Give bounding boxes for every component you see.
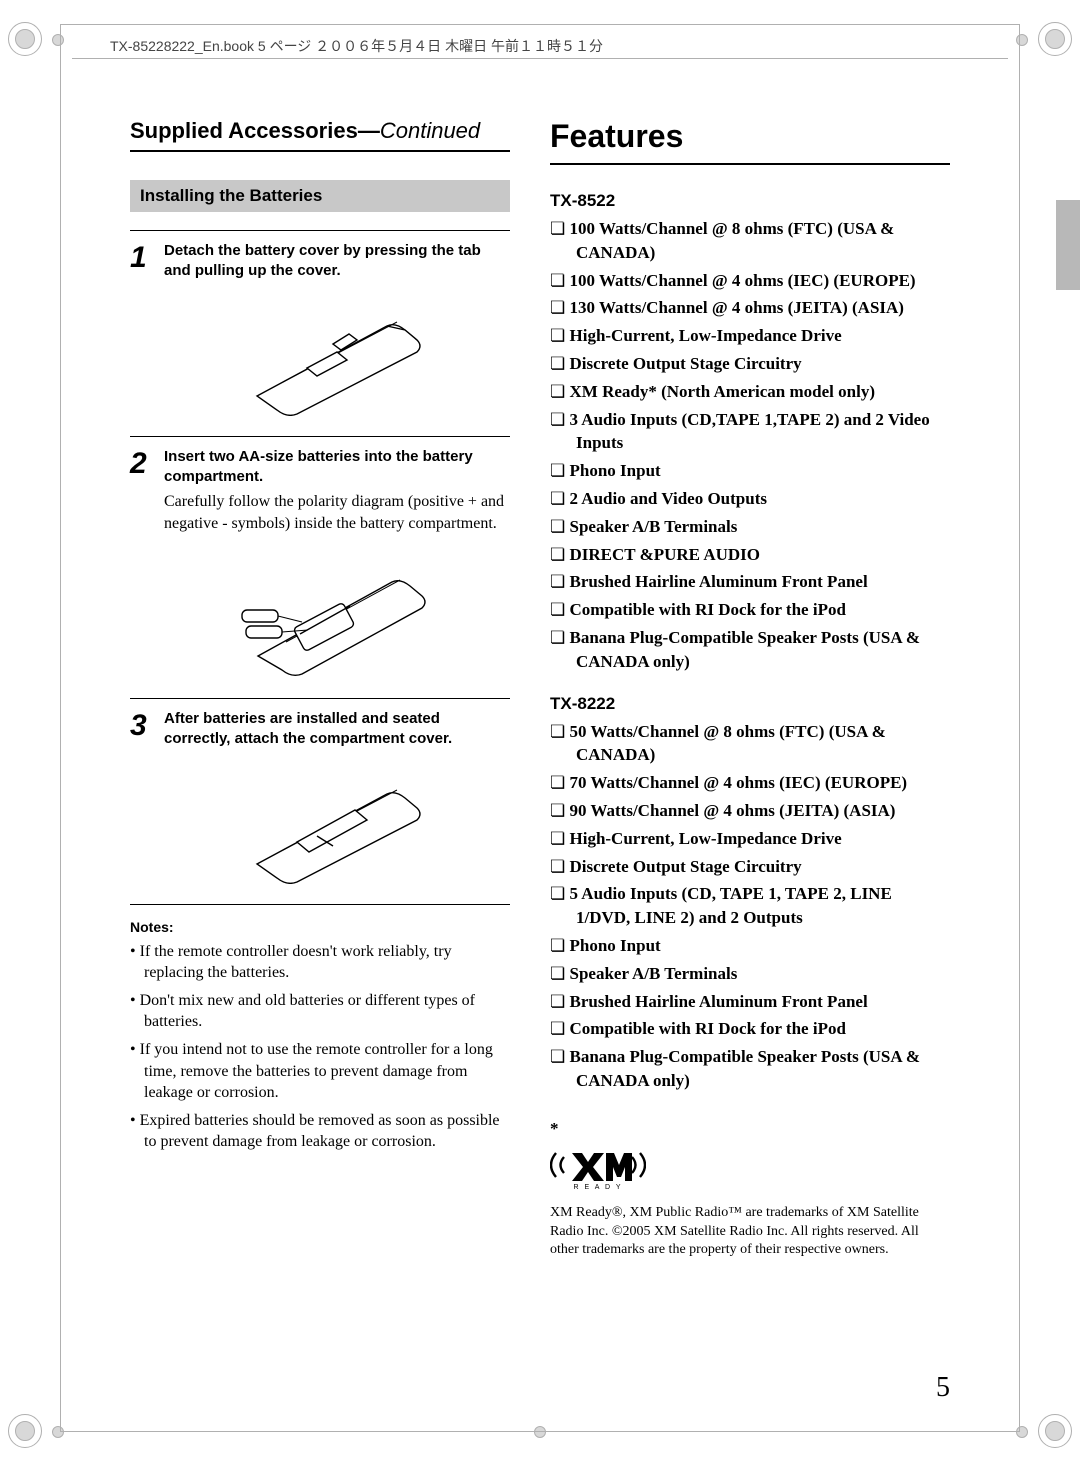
feature-item: Compatible with RI Dock for the iPod	[550, 598, 950, 622]
notes-heading: Notes:	[130, 919, 510, 935]
feature-item: 2 Audio and Video Outputs	[550, 487, 950, 511]
supplied-accessories-heading: Supplied Accessories—Continued	[130, 118, 510, 152]
feature-item: Discrete Output Stage Circuitry	[550, 855, 950, 879]
feature-item: Discrete Output Stage Circuitry	[550, 352, 950, 376]
feature-item: 5 Audio Inputs (CD, TAPE 1, TAPE 2, LINE…	[550, 882, 950, 930]
feature-item: Phono Input	[550, 934, 950, 958]
section-bar-installing: Installing the Batteries	[130, 180, 510, 212]
left-column: Supplied Accessories—Continued Installin…	[130, 118, 510, 1378]
step-title: Detach the battery cover by pressing the…	[164, 241, 510, 282]
page-number: 5	[936, 1372, 950, 1404]
note-item: Expired batteries should be removed as s…	[130, 1110, 510, 1153]
feature-item: Banana Plug-Compatible Speaker Posts (US…	[550, 1045, 950, 1093]
step-title: Insert two AA-size batteries into the ba…	[164, 447, 510, 488]
model-heading-a: TX-8522	[550, 191, 950, 211]
feature-item: 130 Watts/Channel @ 4 ohms (JEITA) (ASIA…	[550, 296, 950, 320]
footnote-asterisk: *	[550, 1119, 950, 1139]
step-row: 2 Insert two AA-size batteries into the …	[130, 436, 510, 699]
feature-item: Speaker A/B Terminals	[550, 515, 950, 539]
feature-item: Banana Plug-Compatible Speaker Posts (US…	[550, 626, 950, 674]
remote-closed-illustration	[237, 764, 437, 884]
step-title: After batteries are installed and seated…	[164, 709, 510, 750]
step-row: 3 After batteries are installed and seat…	[130, 698, 510, 904]
feature-item: 100 Watts/Channel @ 8 ohms (FTC) (USA & …	[550, 217, 950, 265]
feature-item: Brushed Hairline Aluminum Front Panel	[550, 570, 950, 594]
steps-table: 1 Detach the battery cover by pressing t…	[130, 230, 510, 905]
step-row: 1 Detach the battery cover by pressing t…	[130, 231, 510, 436]
feature-item: DIRECT &PURE AUDIO	[550, 543, 950, 567]
step-body: Detach the battery cover by pressing the…	[164, 241, 510, 420]
crop-mark-icon	[1038, 22, 1072, 56]
step-body: After batteries are installed and seated…	[164, 709, 510, 888]
feature-item: Compatible with RI Dock for the iPod	[550, 1017, 950, 1041]
remote-batteries-illustration	[232, 548, 442, 678]
note-item: If you intend not to use the remote cont…	[130, 1039, 510, 1104]
trademark-text: XM Ready®, XM Public Radio™ are trademar…	[550, 1204, 950, 1261]
feature-item: High-Current, Low-Impedance Drive	[550, 324, 950, 348]
right-column: Features TX-8522 100 Watts/Channel @ 8 o…	[550, 118, 950, 1378]
crop-mark-icon	[8, 1414, 42, 1448]
note-item: Don't mix new and old batteries or diffe…	[130, 990, 510, 1033]
step-text: Carefully follow the polarity diagram (p…	[164, 491, 510, 534]
feature-item: 50 Watts/Channel @ 8 ohms (FTC) (USA & C…	[550, 720, 950, 768]
note-item: If the remote controller doesn't work re…	[130, 941, 510, 984]
heading-continued: Continued	[380, 118, 480, 143]
feature-item: 70 Watts/Channel @ 4 ohms (IEC) (EUROPE)	[550, 771, 950, 795]
feature-item: 90 Watts/Channel @ 4 ohms (JEITA) (ASIA)	[550, 799, 950, 823]
step-number: 1	[130, 241, 164, 420]
header-rule	[72, 58, 1008, 59]
feature-item: 3 Audio Inputs (CD,TAPE 1,TAPE 2) and 2 …	[550, 408, 950, 456]
feature-item: High-Current, Low-Impedance Drive	[550, 827, 950, 851]
feature-list-a: 100 Watts/Channel @ 8 ohms (FTC) (USA & …	[550, 217, 950, 674]
page-content: Supplied Accessories—Continued Installin…	[130, 118, 950, 1378]
feature-list-b: 50 Watts/Channel @ 8 ohms (FTC) (USA & C…	[550, 720, 950, 1093]
feature-item: Phono Input	[550, 459, 950, 483]
feature-item: Speaker A/B Terminals	[550, 962, 950, 986]
running-header: TX-85228222_En.book 5 ページ ２００６年５月４日 木曜日 …	[110, 36, 603, 56]
feature-item: Brushed Hairline Aluminum Front Panel	[550, 990, 950, 1014]
feature-item: 100 Watts/Channel @ 4 ohms (IEC) (EUROPE…	[550, 269, 950, 293]
side-tab	[1056, 200, 1080, 290]
heading-sep: —	[358, 118, 380, 143]
step-body: Insert two AA-size batteries into the ba…	[164, 447, 510, 683]
remote-cover-illustration	[237, 296, 437, 416]
svg-text:R E A D Y: R E A D Y	[574, 1184, 623, 1191]
xm-ready-logo-icon: R E A D Y	[550, 1145, 950, 1196]
model-heading-b: TX-8222	[550, 694, 950, 714]
notes-list: If the remote controller doesn't work re…	[130, 941, 510, 1153]
feature-item: XM Ready* (North American model only)	[550, 380, 950, 404]
heading-main: Supplied Accessories	[130, 118, 358, 143]
features-heading: Features	[550, 118, 950, 165]
step-number: 2	[130, 447, 164, 683]
step-number: 3	[130, 709, 164, 888]
crop-mark-icon	[1038, 1414, 1072, 1448]
crop-mark-icon	[8, 22, 42, 56]
